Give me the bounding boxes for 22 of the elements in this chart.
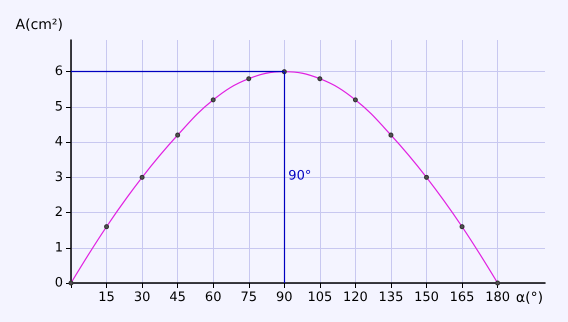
y-tick-label: 0 [54, 276, 63, 290]
y-tick-label: 2 [54, 205, 63, 220]
ref-line-label: 90° [288, 168, 312, 184]
x-tick-label: 165 [450, 290, 474, 305]
x-tick-label: 30 [134, 290, 150, 305]
y-tick-label: 4 [54, 134, 63, 150]
x-axis-title: α(°) [516, 290, 544, 306]
x-tick-label: 120 [342, 290, 368, 305]
x-tick-label: 60 [204, 290, 222, 305]
x-tick-label: 180 [485, 290, 510, 305]
x-tick-label: 135 [378, 290, 404, 305]
y-tick-label: 3 [54, 170, 63, 185]
x-tick-label: 90 [276, 290, 293, 305]
y-tick-label: 1 [54, 240, 63, 256]
y-tick-label: 5 [54, 99, 63, 114]
x-tick-label: 150 [414, 290, 439, 305]
x-tick-label: 45 [169, 290, 186, 305]
x-tick-label: 15 [98, 290, 115, 305]
x-tick-label: 75 [240, 290, 258, 305]
y-tick-label: 6 [54, 64, 63, 80]
x-tick-label: 105 [307, 290, 332, 305]
y-axis-title: A(cm²) [16, 17, 63, 33]
